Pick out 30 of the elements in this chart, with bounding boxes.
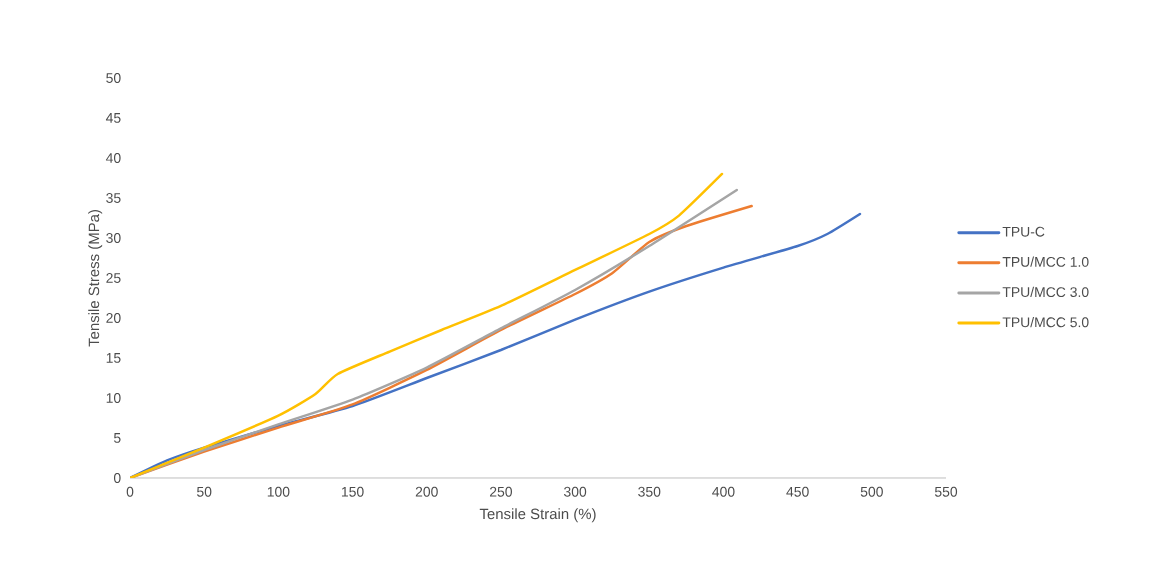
x-tick-label: 50 bbox=[197, 486, 212, 497]
x-tick-label: 450 bbox=[786, 486, 809, 497]
x-tick-label: 150 bbox=[341, 486, 364, 497]
y-axis-title: Tensile Stress (MPa) bbox=[88, 210, 103, 347]
y-tick-label: 45 bbox=[105, 113, 121, 123]
x-tick-label: 300 bbox=[564, 486, 587, 497]
y-tick-label: 5 bbox=[113, 433, 121, 443]
legend-label: TPU/MCC 1.0 bbox=[1002, 256, 1089, 267]
x-tick-label: 550 bbox=[934, 486, 958, 497]
x-tick-label: 0 bbox=[126, 486, 134, 497]
y-tick-label: 25 bbox=[106, 273, 121, 283]
x-tick-label: 200 bbox=[415, 486, 438, 497]
x-tick-label: 350 bbox=[638, 486, 661, 497]
line-series bbox=[130, 212, 862, 478]
legend-label: TPU/MCC 3.0 bbox=[1002, 286, 1089, 298]
y-tick-label: 0 bbox=[113, 473, 121, 483]
x-tick-label: 500 bbox=[860, 486, 883, 497]
y-tick-label: 50 bbox=[106, 73, 121, 83]
legend-label: TPU-C bbox=[1002, 226, 1045, 237]
y-tick-label: 40 bbox=[105, 153, 121, 163]
y-tick-label: 10 bbox=[106, 393, 121, 403]
x-tick-label: 250 bbox=[489, 486, 513, 497]
y-tick-label: 15 bbox=[106, 353, 121, 363]
x-axis-title: Tensile Strain (%) bbox=[479, 508, 596, 523]
legend-label: TPU/MCC 5.0 bbox=[1002, 316, 1089, 328]
y-tick-label: 35 bbox=[106, 193, 121, 203]
x-tick-label: 400 bbox=[712, 486, 735, 497]
x-tick-label: 100 bbox=[267, 486, 290, 497]
y-tick-label: 20 bbox=[106, 313, 121, 323]
y-tick-label: 30 bbox=[106, 233, 121, 243]
